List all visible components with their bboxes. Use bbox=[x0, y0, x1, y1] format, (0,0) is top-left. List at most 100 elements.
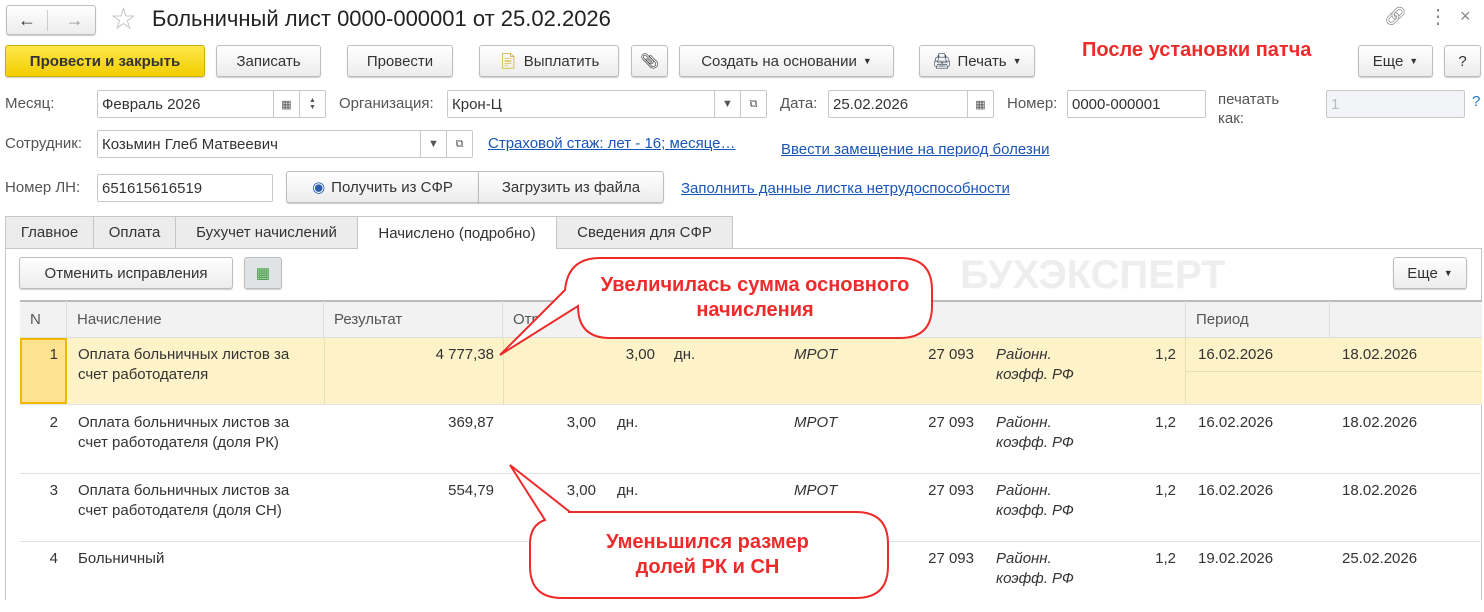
table-add-icon: ▦ bbox=[255, 265, 271, 282]
row-name: Оплата больничных листов за счет работод… bbox=[78, 414, 290, 451]
row-coef-name: Районн. коэфф. РФ bbox=[996, 414, 1074, 451]
tab-payment[interactable]: Оплата bbox=[93, 216, 176, 248]
number-label: Номер: bbox=[1007, 95, 1058, 112]
row-n: 4 bbox=[49, 550, 58, 567]
print-as-field[interactable]: 1 bbox=[1326, 90, 1465, 118]
row-coef-name: Районн. коэфф. РФ bbox=[996, 482, 1074, 519]
month-field[interactable]: Февраль 2026 ▦ ▲ ▼ bbox=[97, 90, 326, 118]
employee-label: Сотрудник: bbox=[5, 135, 83, 152]
row-n: 1 bbox=[49, 346, 58, 363]
print-label: Печать bbox=[957, 52, 1007, 70]
fill-sick-leave-data-link[interactable]: Заполнить данные листка нетрудоспособнос… bbox=[681, 180, 1010, 197]
dropdown-icon[interactable]: ▼ bbox=[714, 91, 740, 117]
row-base: МРОТ bbox=[794, 482, 838, 499]
row-result: 554,79 bbox=[448, 482, 494, 499]
open-icon[interactable]: ⧉ bbox=[740, 91, 766, 117]
organization-field[interactable]: Крон-Ц ▼ ⧉ bbox=[447, 90, 767, 118]
row-days: 3,00 bbox=[625, 346, 655, 363]
month-stepper[interactable]: ▲ ▼ bbox=[299, 91, 325, 117]
date-value: 25.02.2026 bbox=[833, 95, 909, 113]
row-result: 4 777,38 bbox=[435, 346, 494, 363]
print-button[interactable]: 🖨︎ Печать ▼ bbox=[919, 45, 1035, 77]
load-from-file-button[interactable]: Загрузить из файла bbox=[478, 171, 664, 203]
save-button[interactable]: Записать bbox=[216, 45, 321, 77]
employee-field[interactable]: Козьмин Глеб Матвеевич ▼ ⧉ bbox=[97, 130, 473, 158]
row-name: Больничный bbox=[78, 550, 165, 567]
insurance-record-link[interactable]: Страховой стаж: лет - 16; месяце… bbox=[488, 135, 736, 152]
table-row[interactable]: 1 Оплата больничных листов за счет работ… bbox=[20, 338, 1482, 405]
row-from: 16.02.2026 bbox=[1198, 414, 1274, 431]
watermark-logo: БУХЭКСПЕРТ bbox=[960, 253, 1226, 297]
tab-accounting[interactable]: Бухучет начислений bbox=[175, 216, 358, 248]
chevron-down-icon: ▼ bbox=[1012, 56, 1022, 66]
callout-top-bubble bbox=[499, 257, 933, 356]
pay-button[interactable]: 📄︎ Выплатить bbox=[479, 45, 619, 77]
open-icon[interactable]: ⧉ bbox=[446, 131, 472, 157]
row-selector bbox=[20, 338, 67, 404]
nav-buttons: ← → bbox=[6, 5, 96, 35]
help-button[interactable]: ? bbox=[1444, 45, 1481, 77]
print-as-label: печатать как: bbox=[1218, 91, 1280, 127]
more-button[interactable]: Еще ▼ bbox=[1358, 45, 1433, 77]
table-row[interactable]: 4 Больничный 27 093 Районн. коэфф. РФ 1,… bbox=[20, 542, 1482, 612]
col-divider bbox=[324, 338, 325, 404]
date-label: Дата: bbox=[780, 95, 818, 112]
row-to: 25.02.2026 bbox=[1342, 550, 1418, 567]
row-coef: 1,2 bbox=[1155, 414, 1176, 431]
date-field[interactable]: 25.02.2026 ▦ bbox=[828, 90, 994, 118]
employee-value: Козьмин Глеб Матвеевич bbox=[102, 135, 278, 153]
row-from: 19.02.2026 bbox=[1198, 550, 1274, 567]
header-result[interactable]: Результат bbox=[324, 301, 503, 337]
row-unit: дн. bbox=[617, 482, 639, 499]
get-from-sfr-button[interactable]: ◉ Получить из СФР bbox=[286, 171, 479, 203]
more-menu-icon[interactable]: ⋮ bbox=[1428, 6, 1448, 28]
row-name: Оплата больничных листов за счет работод… bbox=[78, 346, 290, 383]
row-unit: дн. bbox=[617, 414, 639, 431]
post-button[interactable]: Провести bbox=[347, 45, 453, 77]
row-to: 18.02.2026 bbox=[1342, 482, 1418, 499]
get-from-sfr-label: Получить из СФР bbox=[331, 178, 453, 196]
table-more-button[interactable]: Еще ▼ bbox=[1393, 257, 1467, 289]
row-days: 3,00 bbox=[566, 414, 596, 431]
row-amount: 27 093 bbox=[928, 482, 974, 499]
forward-arrow-icon[interactable]: → bbox=[65, 9, 84, 30]
header-period[interactable]: Период bbox=[1185, 301, 1330, 337]
header-accrual[interactable]: Начисление bbox=[67, 301, 324, 337]
link-icon[interactable]: 🔗︎ bbox=[1384, 6, 1407, 26]
printer-icon: 🖨︎ bbox=[932, 53, 952, 70]
calendar-icon[interactable]: ▦ bbox=[273, 91, 299, 117]
back-arrow-icon[interactable]: ← bbox=[7, 9, 49, 31]
tab-accrued-detailed[interactable]: Начислено (подробно) bbox=[357, 216, 557, 249]
table-settings-button[interactable]: ▦ bbox=[244, 257, 282, 289]
month-label: Месяц: bbox=[5, 95, 55, 112]
row-coef: 1,2 bbox=[1155, 550, 1176, 567]
ln-number-field[interactable]: 651615616519 bbox=[97, 174, 273, 202]
more-label: Еще bbox=[1372, 52, 1404, 70]
dropdown-icon[interactable]: ▼ bbox=[420, 131, 446, 157]
ln-number-label: Номер ЛН: bbox=[5, 179, 81, 196]
attach-button[interactable]: 📎︎ bbox=[631, 45, 668, 77]
tab-main[interactable]: Главное bbox=[5, 216, 94, 248]
annotation-title: После установки патча bbox=[1082, 39, 1312, 61]
number-field[interactable]: 0000-000001 bbox=[1067, 90, 1206, 118]
row-amount: 27 093 bbox=[928, 346, 974, 363]
enter-replacement-link[interactable]: Ввести замещение на период болезни bbox=[781, 141, 1050, 158]
favorite-star-icon[interactable]: ☆ bbox=[110, 3, 137, 36]
help-icon[interactable]: ? bbox=[1472, 93, 1481, 110]
row-name: Оплата больничных листов за счет работод… bbox=[78, 482, 290, 519]
create-based-label: Создать на основании bbox=[701, 52, 857, 70]
table-row[interactable]: 2 Оплата больничных листов за счет работ… bbox=[20, 405, 1482, 474]
calendar-icon[interactable]: ▦ bbox=[967, 91, 993, 117]
tab-sfr-info[interactable]: Сведения для СФР bbox=[556, 216, 733, 248]
header-n[interactable]: N bbox=[20, 301, 67, 337]
create-based-on-button[interactable]: Создать на основании ▼ bbox=[679, 45, 894, 77]
post-and-close-button[interactable]: Провести и закрыть bbox=[5, 45, 205, 77]
close-icon[interactable]: × bbox=[1460, 6, 1471, 26]
table-more-label: Еще bbox=[1407, 264, 1438, 282]
row-n: 2 bbox=[49, 414, 58, 431]
cancel-fixes-button[interactable]: Отменить исправления bbox=[19, 257, 233, 289]
chevron-down-icon: ▼ bbox=[1443, 268, 1453, 278]
row-amount: 27 093 bbox=[928, 414, 974, 431]
callout-bottom-bubble bbox=[509, 464, 889, 599]
chevron-down-icon: ▼ bbox=[862, 56, 872, 66]
